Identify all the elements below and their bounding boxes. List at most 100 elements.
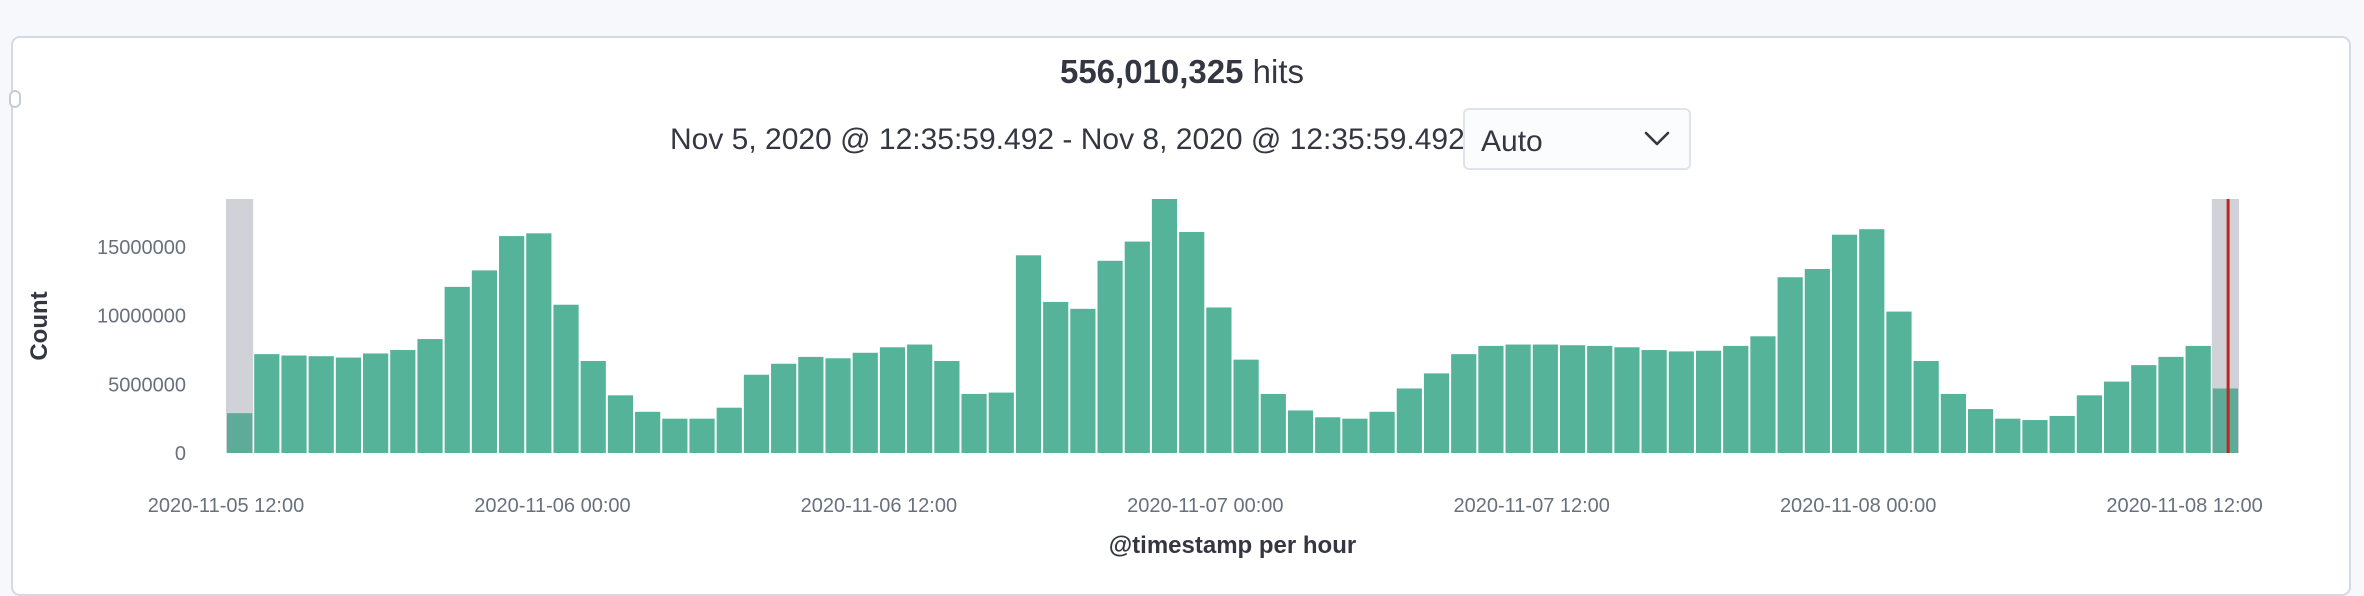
interval-select-value: Auto [1481,125,1543,158]
histogram-bar [1559,345,1586,453]
histogram-bar [553,304,579,453]
histogram-bar [308,356,334,453]
histogram-bar [227,413,253,453]
histogram-bar [1478,345,1504,453]
histogram-bar [1587,345,1613,453]
histogram-bar [907,344,933,453]
histogram-bar [1043,301,1069,453]
histogram-bar [1995,418,2021,453]
histogram-bar [1505,344,1531,453]
histogram-bar [2212,388,2238,453]
hits-count: 556,010,325 [1059,53,1244,90]
histogram-bar [1532,344,1558,453]
histogram-bar [1260,393,1286,453]
partial-bucket-shade-start [226,199,254,453]
histogram-bar [879,347,906,453]
histogram-bar [1777,277,1803,453]
x-tick-label: 2020-11-07 00:00 [1127,495,1283,517]
histogram-bar [852,352,878,453]
y-tick-label: 10000000 [97,306,186,328]
histogram-bar [1804,269,1830,453]
x-tick-label: 2020-11-05 12:00 [148,495,304,517]
histogram-bar [1206,307,1232,453]
y-tick-label: 15000000 [97,237,186,259]
histogram-bar [2131,365,2157,453]
x-axis-title: @timestamp per hour [1109,532,1356,559]
histogram-bar [2103,381,2130,453]
x-tick-label: 2020-11-07 12:00 [1454,495,1610,517]
histogram-bar [1967,409,1994,453]
hits-histogram-chart: 0 5000000 10000000 15000000 2020-11-05 12:00… [26,199,2263,559]
histogram-bar [2076,395,2102,453]
histogram-bar [825,358,851,453]
histogram-bar [1070,308,1096,453]
histogram-bar [254,354,280,453]
histogram-bar [771,363,797,453]
histogram-bar [1423,373,1450,453]
histogram-bar [471,270,498,453]
x-tick-label: 2020-11-06 00:00 [474,495,630,517]
histogram-bar [1614,347,1640,453]
histogram-bar [1315,417,1341,453]
partial-bucket-overlay-start [226,199,254,453]
x-tick-label: 2020-11-08 00:00 [1780,495,1936,517]
histogram-bar [2049,415,2075,453]
histogram-bar [1287,410,1314,453]
x-tick-label: 2020-11-06 12:00 [801,495,957,517]
panel-resize-handle[interactable] [9,90,21,108]
histogram-bar [743,374,770,453]
histogram-bar [1151,199,1178,453]
histogram-bar [1124,241,1150,453]
histogram-bar [1831,234,1858,453]
histogram-bar [798,356,824,453]
histogram-bar [2158,356,2184,453]
histogram-bar [2185,345,2211,453]
histogram-bar [662,418,688,453]
histogram-bar [1369,411,1395,453]
histogram-bar [1940,393,1966,453]
histogram-bar [1668,351,1694,453]
histogram-bar [1750,336,1776,453]
histogram-bar [607,395,634,453]
histogram-bar [1451,354,1477,453]
time-range-text: Nov 5, 2020 @ 12:35:59.492 - Nov 8, 2020… [670,123,1465,156]
histogram-bar [1641,350,1667,453]
histogram-bar [580,361,606,453]
partial-bucket-overlay-end [2211,199,2239,453]
interval-select[interactable]: Auto [1463,108,1691,170]
histogram-bar [1695,350,1722,453]
histogram-bar [1859,229,1885,453]
histogram-bar [281,355,307,453]
chevron-down-icon [1644,131,1670,146]
y-axis-title: Count [26,291,53,360]
histogram-bar [1233,359,1259,453]
histogram-bar [335,357,362,453]
time-range-row: Nov 5, 2020 @ 12:35:59.492 - Nov 8, 2020… [0,108,2364,174]
histogram-bar [1723,345,1749,453]
histogram-bar [526,233,552,453]
histogram-bar [1886,311,1912,453]
histogram-bar [934,361,960,453]
histogram-bar [635,411,661,453]
x-tick-label: 2020-11-08 12:00 [2106,495,2262,517]
hits-summary: 556,010,325 hits [0,53,2364,91]
histogram-bar [1396,388,1422,453]
histogram-bar [689,418,715,453]
histogram-bar [499,236,525,453]
histogram-bar [390,350,416,453]
histogram-bar [961,393,987,453]
histogram-bar [1015,255,1042,453]
histogram-bar [417,339,443,453]
histogram-bar [1342,418,1368,453]
histogram-bar [444,286,470,453]
histogram-bar [988,392,1014,453]
histogram-bar [363,353,389,453]
histogram-bar [2022,420,2048,453]
hits-label: hits [1252,53,1305,90]
y-tick-label: 5000000 [108,374,186,396]
histogram-bar [1179,231,1205,453]
histogram-bar [1913,361,1939,453]
y-tick-label: 0 [175,443,186,465]
histogram-bar [1097,260,1123,453]
histogram-bar [716,407,742,453]
